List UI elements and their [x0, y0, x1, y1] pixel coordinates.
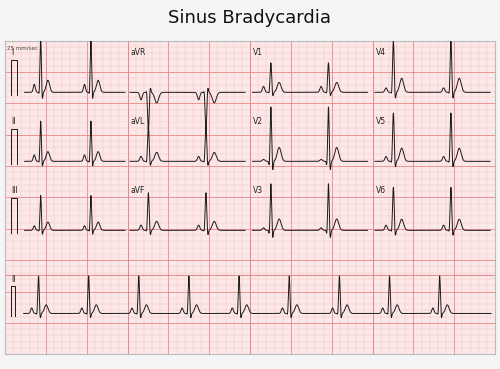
Text: 25 mm/sec: 25 mm/sec [8, 45, 38, 50]
Text: Sinus Bradycardia: Sinus Bradycardia [168, 9, 332, 27]
Text: aVL: aVL [131, 117, 145, 126]
Text: V4: V4 [376, 48, 386, 57]
Text: II: II [12, 117, 16, 126]
Text: II: II [12, 275, 16, 284]
Text: V1: V1 [254, 48, 264, 57]
Text: V2: V2 [254, 117, 264, 126]
Text: aVF: aVF [131, 186, 146, 195]
Text: V5: V5 [376, 117, 386, 126]
Text: III: III [12, 186, 18, 195]
Text: V6: V6 [376, 186, 386, 195]
Text: V3: V3 [254, 186, 264, 195]
Text: aVR: aVR [131, 48, 146, 57]
Text: I: I [12, 48, 14, 57]
